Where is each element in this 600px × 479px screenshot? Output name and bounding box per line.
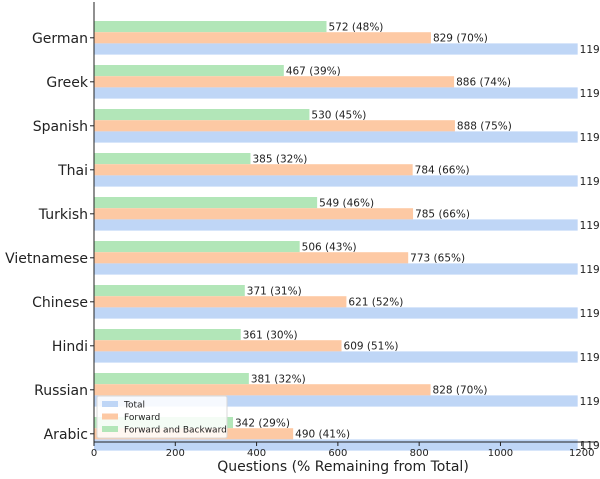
category-label: German bbox=[32, 31, 88, 47]
x-tick-label: 800 bbox=[410, 448, 429, 459]
value-label: 621 (52%) bbox=[348, 297, 403, 309]
value-label: 361 (30%) bbox=[243, 329, 298, 341]
value-label: 467 (39%) bbox=[286, 65, 341, 77]
value-label: 886 (74%) bbox=[456, 77, 511, 89]
legend: Total Forward Forward and Backward bbox=[96, 395, 228, 439]
bar-total-german bbox=[94, 43, 578, 55]
value-label: 530 (45%) bbox=[311, 109, 366, 121]
value-label: 1190 bbox=[580, 264, 600, 276]
x-tick-label: 1200 bbox=[569, 448, 594, 459]
bar-forward-and-backward-thai bbox=[94, 153, 251, 165]
bar-forward-spanish bbox=[94, 120, 455, 132]
value-label: 784 (66%) bbox=[415, 165, 470, 177]
bar-forward-and-backward-vietnamese bbox=[94, 241, 300, 253]
bar-total-arabic bbox=[94, 439, 578, 451]
value-label: 490 (41%) bbox=[295, 429, 350, 441]
bar-forward-hindi bbox=[94, 340, 342, 352]
value-label: 1190 bbox=[580, 44, 600, 56]
bar-forward-thai bbox=[94, 164, 413, 176]
category-label: Arabic bbox=[44, 427, 88, 443]
x-tick-label: 400 bbox=[247, 448, 266, 459]
value-label: 381 (32%) bbox=[251, 373, 306, 385]
value-label: 371 (31%) bbox=[247, 285, 302, 297]
legend-entry: Forward and Backward bbox=[124, 426, 227, 436]
value-label: 385 (32%) bbox=[252, 153, 307, 165]
bar-total-russian bbox=[94, 395, 578, 407]
bar-total-hindi bbox=[94, 351, 578, 363]
x-axis-label: Questions (% Remaining from Total) bbox=[217, 459, 469, 475]
value-labels-layer: 572 (48%) 829 (70%) 1190 467 (39%) 886 (74%)… bbox=[235, 21, 600, 451]
bar-forward-greek bbox=[94, 76, 455, 88]
value-label: 1190 bbox=[580, 352, 600, 364]
value-label: 572 (48%) bbox=[328, 21, 383, 33]
bar-total-greek bbox=[94, 87, 578, 99]
value-label: 888 (75%) bbox=[457, 121, 512, 133]
bar-total-turkish bbox=[94, 219, 578, 231]
category-label: Turkish bbox=[38, 207, 88, 223]
legend-swatch bbox=[102, 413, 118, 420]
legend-entry: Total bbox=[123, 401, 145, 411]
value-label: 1190 bbox=[580, 440, 600, 452]
value-label: 1190 bbox=[580, 220, 600, 232]
value-label: 549 (46%) bbox=[319, 197, 374, 209]
bar-total-thai bbox=[94, 175, 578, 187]
value-label: 1190 bbox=[580, 308, 600, 320]
bar-forward-and-backward-spanish bbox=[94, 109, 310, 121]
category-label: Russian bbox=[34, 383, 88, 399]
category-label: Spanish bbox=[33, 119, 88, 135]
bar-forward-chinese bbox=[94, 296, 347, 308]
bar-total-vietnamese bbox=[94, 263, 578, 275]
bar-total-chinese bbox=[94, 307, 578, 319]
category-label: Thai bbox=[57, 163, 88, 179]
bar-forward-russian bbox=[94, 384, 431, 396]
value-label: 1190 bbox=[580, 176, 600, 188]
value-label: 785 (66%) bbox=[415, 209, 470, 221]
value-label: 506 (43%) bbox=[302, 241, 357, 253]
bar-forward-vietnamese bbox=[94, 252, 409, 264]
category-label: Chinese bbox=[32, 295, 88, 311]
category-labels-layer: German Greek Spanish Thai Turkish Vietnamese C… bbox=[5, 31, 89, 443]
legend-entry: Forward bbox=[124, 413, 160, 423]
bar-forward-and-backward-german bbox=[94, 21, 327, 33]
legend-swatch bbox=[102, 401, 118, 407]
x-tick-label: 1000 bbox=[488, 448, 513, 459]
legend-swatch bbox=[102, 426, 118, 432]
bar-forward-and-backward-turkish bbox=[94, 197, 318, 209]
x-tick-label: 600 bbox=[328, 448, 347, 459]
value-label: 829 (70%) bbox=[433, 33, 488, 45]
value-label: 828 (70%) bbox=[433, 385, 488, 397]
category-label: Greek bbox=[46, 75, 89, 91]
bar-forward-german bbox=[94, 32, 431, 44]
axes-layer: 0 200 400 600 800 1000 1200 bbox=[90, 2, 598, 459]
category-label: Hindi bbox=[52, 339, 88, 355]
legend-frame bbox=[96, 395, 228, 439]
bar-forward-and-backward-russian bbox=[94, 373, 249, 385]
x-tick-label: 200 bbox=[166, 448, 185, 459]
value-label: 773 (65%) bbox=[410, 253, 465, 265]
bar-forward-and-backward-greek bbox=[94, 65, 284, 77]
value-label: 342 (29%) bbox=[235, 417, 290, 429]
x-tick-label: 0 bbox=[91, 448, 97, 459]
value-label: 1190 bbox=[580, 132, 600, 144]
bar-forward-and-backward-hindi bbox=[94, 329, 241, 341]
bar-forward-turkish bbox=[94, 208, 414, 220]
value-label: 1190 bbox=[580, 396, 600, 408]
bar-forward-and-backward-chinese bbox=[94, 285, 245, 297]
bars-layer bbox=[94, 21, 578, 451]
bar-total-spanish bbox=[94, 131, 578, 143]
value-label: 609 (51%) bbox=[344, 341, 399, 353]
category-label: Vietnamese bbox=[5, 251, 88, 267]
value-label: 1190 bbox=[580, 88, 600, 100]
